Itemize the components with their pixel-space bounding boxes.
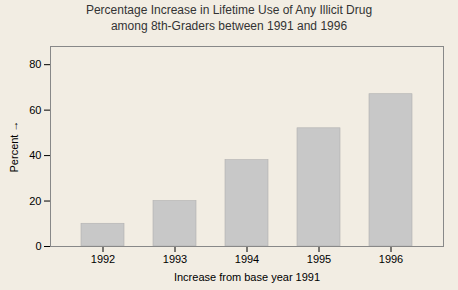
svg-text:1994: 1994 <box>235 253 259 265</box>
svg-text:20: 20 <box>29 195 41 207</box>
svg-text:Percent →: Percent → <box>8 121 20 173</box>
html-text:Percentage Increase in Lifetim: Percentage Increase in Lifetime Use of A… <box>85 3 373 33</box>
svg-text:1996: 1996 <box>379 253 403 265</box>
svg-text:0: 0 <box>35 240 41 252</box>
svg-text:60: 60 <box>29 104 41 116</box>
svg-text:1992: 1992 <box>91 253 115 265</box>
svg-text:1995: 1995 <box>307 253 331 265</box>
svg-text:40: 40 <box>29 149 41 161</box>
svg-text:1993: 1993 <box>163 253 187 265</box>
svg-text:Increase from base year 1991: Increase from base year 1991 <box>174 271 320 283</box>
svg-text:80: 80 <box>29 58 41 70</box>
